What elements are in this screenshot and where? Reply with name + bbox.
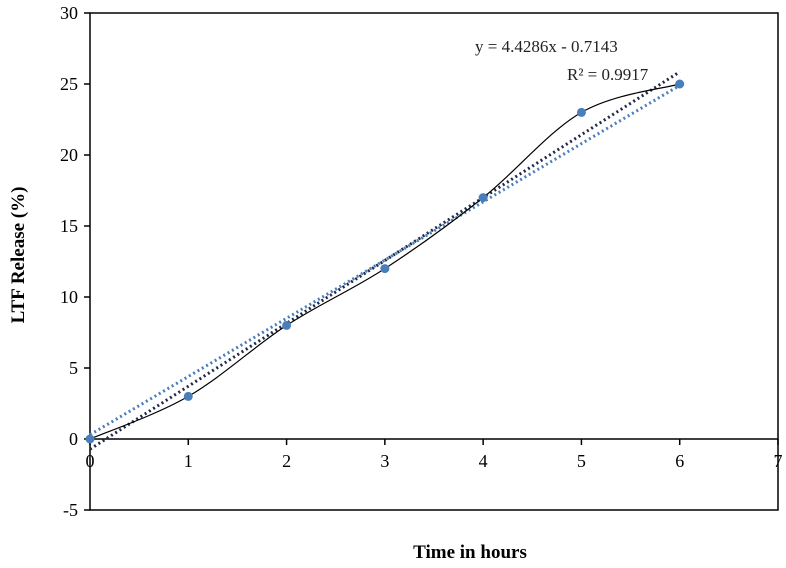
y-tick-label: 25 — [60, 74, 78, 94]
x-tick-label: 3 — [380, 451, 389, 471]
x-tick-label: 0 — [86, 451, 95, 471]
y-tick-label: 5 — [69, 358, 78, 378]
y-tick-label: 15 — [60, 216, 78, 236]
r-squared-label: R² = 0.9917 — [567, 65, 649, 84]
data-points — [85, 79, 685, 444]
y-tick-label: 20 — [60, 145, 78, 165]
x-axis-ticks: 0 1 2 3 4 5 6 7 — [86, 439, 783, 471]
trendline-equation: y = 4.4286x - 0.7143 — [475, 37, 618, 56]
x-tick-label: 1 — [184, 451, 193, 471]
trendline-1 — [89, 70, 681, 451]
y-axis-title: LTF Release (%) — [8, 187, 29, 324]
data-point — [675, 79, 685, 89]
x-tick-label: 4 — [479, 451, 488, 471]
trendlines — [89, 70, 681, 451]
y-axis-ticks: -5 0 5 10 15 20 25 30 — [60, 3, 90, 520]
plot-frame — [89, 12, 779, 511]
x-axis-title: Time in hours — [413, 542, 527, 563]
y-tick-label: -5 — [63, 500, 78, 520]
x-tick-label: 7 — [774, 451, 783, 471]
x-tick-label: 2 — [282, 451, 291, 471]
y-tick-label: 30 — [60, 3, 78, 23]
y-tick-label: 0 — [69, 429, 78, 449]
trendline-2 — [89, 84, 681, 437]
data-point — [478, 193, 488, 203]
data-point — [85, 434, 95, 444]
x-tick-label: 6 — [675, 451, 684, 471]
data-point — [576, 107, 586, 117]
y-tick-label: 10 — [60, 287, 78, 307]
data-point — [380, 264, 390, 274]
plot-area — [89, 12, 779, 511]
data-point — [183, 391, 193, 401]
data-point — [282, 320, 292, 330]
x-tick-label: 5 — [577, 451, 586, 471]
